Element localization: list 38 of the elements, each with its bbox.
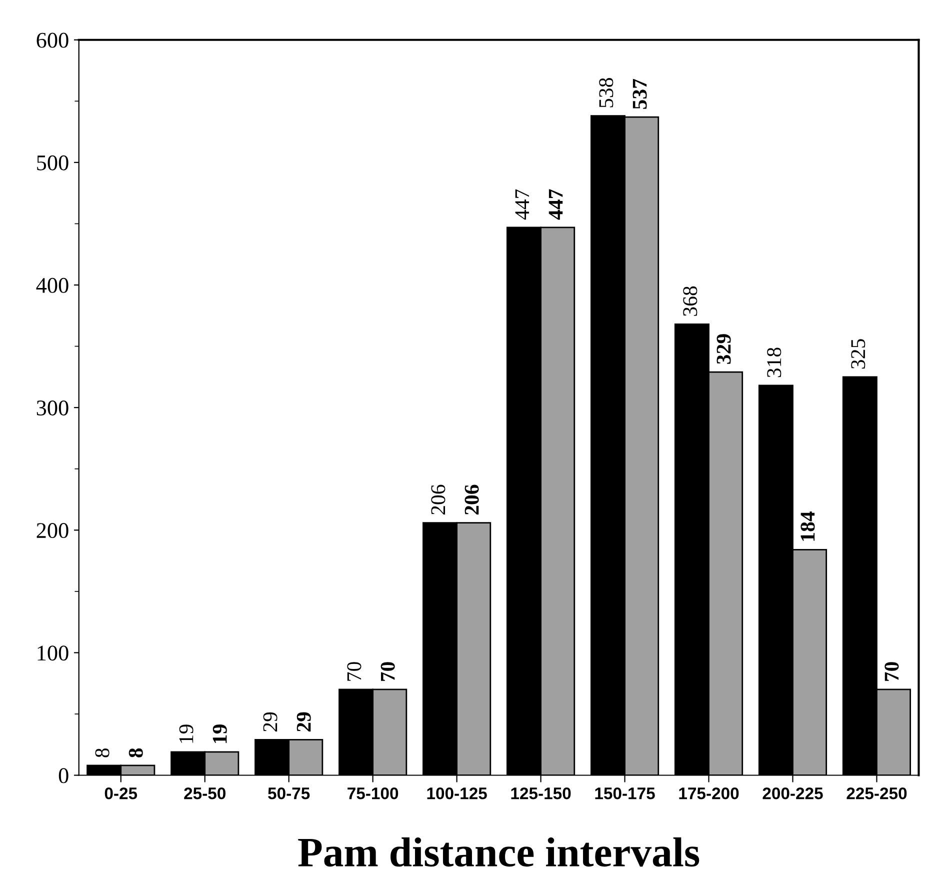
x-tick-label: 0-25 [104, 787, 138, 800]
data-label: 8 [128, 748, 143, 758]
y-tick-label: 0 [58, 768, 68, 784]
data-label: 318 [767, 348, 782, 378]
data-label: 538 [599, 78, 614, 108]
data-label: 29 [263, 712, 278, 732]
y-tick-label: 200 [36, 523, 68, 538]
x-tick-label: 200-225 [762, 787, 823, 800]
y-tick-label: 300 [36, 400, 68, 416]
x-tick-label: 25-50 [184, 787, 226, 800]
data-label: 70 [347, 662, 362, 681]
data-label: 8 [95, 748, 110, 758]
data-label: 70 [884, 662, 899, 681]
data-label: 368 [683, 286, 698, 316]
x-tick-label: 50-75 [268, 787, 310, 800]
data-label: 329 [716, 334, 731, 364]
data-label: 29 [296, 712, 311, 732]
x-tick-label: 150-175 [595, 787, 655, 800]
data-label: 537 [632, 78, 647, 109]
data-label: 184 [800, 512, 815, 541]
x-tick-label: 100-125 [427, 787, 487, 800]
y-tick-label: 100 [38, 646, 68, 661]
data-label: 19 [212, 724, 227, 743]
data-label: 206 [464, 484, 479, 515]
data-label: 325 [851, 339, 866, 369]
data-label: 19 [179, 724, 194, 743]
x-axis-title: Pam distance intervals [298, 837, 700, 867]
x-tick-label: 175-200 [679, 787, 739, 800]
y-tick-label: 600 [36, 32, 68, 48]
data-label: 206 [431, 484, 446, 514]
y-tick-label: 400 [36, 278, 68, 293]
x-tick-label: 125-150 [511, 787, 571, 800]
data-label: 70 [380, 662, 395, 681]
data-label: 447 [515, 189, 530, 220]
data-label: 447 [548, 189, 563, 220]
y-tick-label: 500 [37, 155, 68, 170]
x-tick-label: 75-100 [348, 787, 398, 800]
x-tick-label: 225-250 [846, 787, 907, 800]
